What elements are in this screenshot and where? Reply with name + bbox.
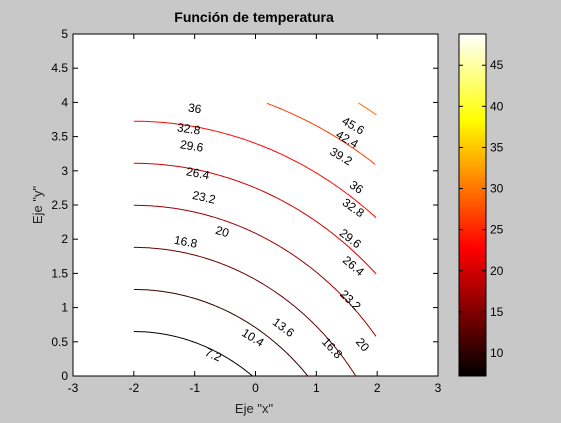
x-axis-label: Eje "x" [235,401,274,416]
y-tick-label: 3.5 [51,130,68,144]
x-axis-ticks: -3 -2 -1 0 1 2 3 [68,34,442,395]
colorbar-tick-label: 45 [490,58,504,72]
contour-line [133,120,377,218]
y-tick-label: 4 [61,95,68,109]
chart-title: Función de temperatura [174,9,334,25]
colorbar-ticks: 10 15 20 25 30 35 40 45 [459,58,504,360]
y-tick-label: 5 [61,27,68,41]
y-axis-label: Eje "y" [30,186,45,225]
contour-label: 16.8 [173,233,199,251]
colorbar-tick-label: 20 [490,264,504,278]
contour-label: 20 [214,223,231,240]
contour-label: 36 [187,100,203,116]
x-tick-label: 0 [252,381,259,395]
x-tick-label: 2 [374,381,381,395]
contour-label: 7.2 [203,345,224,365]
y-tick-label: 1 [61,301,68,315]
contour-label: 29.6 [179,137,205,155]
colorbar-tick-label: 30 [490,182,504,196]
contour-line [358,102,377,116]
contour-label: 23.2 [191,188,217,207]
y-tick-label: 2.5 [51,198,68,212]
colorbar-tick-label: 15 [490,305,504,319]
contour-line [133,162,377,275]
colorbar [458,33,487,377]
x-tick-label: 3 [435,381,442,395]
contour-line [133,289,308,377]
colorbar-tick-label: 25 [490,223,504,237]
contour-line [133,246,356,376]
contour-label: 26.4 [185,164,211,182]
y-tick-label: 1.5 [51,266,68,280]
colorbar-tick-label: 35 [490,140,504,154]
x-tick-label: -3 [68,381,79,395]
colorbar-tick-label: 10 [490,346,504,360]
contour-line [266,102,376,165]
x-tick-label: -1 [189,381,200,395]
contour-label: 32.8 [176,120,201,137]
contour-line [133,331,253,377]
y-tick-label: 3 [61,164,68,178]
plot-area [72,33,439,377]
y-tick-label: 2 [61,232,68,246]
contour-line [133,204,377,337]
y-tick-label: 0 [61,369,68,383]
x-tick-label: 1 [313,381,320,395]
y-tick-label: 0.5 [51,335,68,349]
x-tick-label: -2 [128,381,139,395]
colorbar-tick-label: 40 [490,99,504,113]
contour-lines [133,102,377,377]
y-axis-ticks: 0 0.5 1 1.5 2 2.5 3 3.5 4 4.5 5 [51,27,438,383]
y-tick-label: 4.5 [51,61,68,75]
